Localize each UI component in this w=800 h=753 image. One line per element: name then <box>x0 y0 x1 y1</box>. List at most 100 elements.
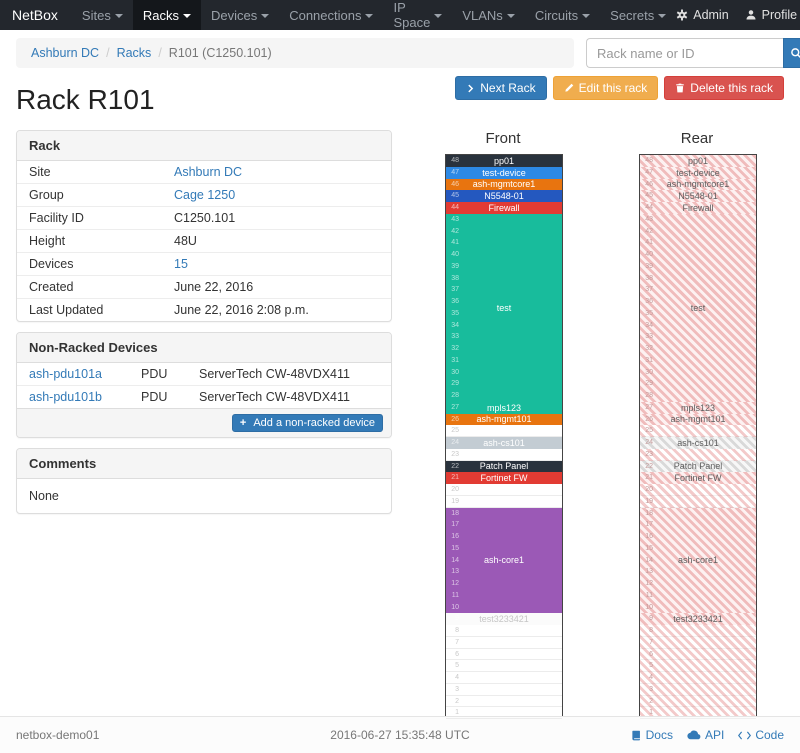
field-value: June 22, 2016 <box>174 280 254 294</box>
rack-device-n5548-01[interactable]: N5548-01 <box>640 190 756 202</box>
footer-api-link[interactable]: API <box>687 728 724 742</box>
breadcrumb-item[interactable]: Racks <box>116 46 152 60</box>
nav-admin[interactable]: Admin <box>676 8 729 22</box>
search-button[interactable] <box>783 38 800 68</box>
rack-device-test-device[interactable]: test-device <box>446 166 562 179</box>
add-nonracked-device-button[interactable]: + Add a non-racked device <box>231 414 383 432</box>
unit-number: 28 <box>451 392 459 399</box>
unit-number: 13 <box>451 568 459 576</box>
rack-device-test3233421[interactable]: test3233421 <box>640 613 756 625</box>
field-value: C1250.101 <box>174 211 236 225</box>
front-rack-title: Front <box>485 130 521 147</box>
nav-profile[interactable]: Profile <box>745 8 797 22</box>
rack-device-ash-cs101[interactable]: ash-cs101 <box>640 437 756 449</box>
rack-device-ash-core1[interactable]: ash-core1 <box>640 507 756 614</box>
rack-info-row: Height 48U <box>17 230 391 253</box>
rack-unit-19 <box>640 496 756 508</box>
unit-number: 5 <box>649 662 653 670</box>
nav-item-devices[interactable]: Devices <box>201 0 279 30</box>
breadcrumb-row: Ashburn DC / Racks / R101 (C1250.101) <box>16 38 800 68</box>
unit-number: 4 <box>649 674 653 681</box>
rack-device-mpls123[interactable]: mpls123 <box>640 401 756 414</box>
unit-number: 10 <box>451 603 459 611</box>
unit-number: 2 <box>649 697 653 705</box>
rack-device-fortinet-fw[interactable]: Fortinet FW <box>640 472 756 484</box>
unit-number: 46 <box>645 180 653 188</box>
nonracked-panel-footer: + Add a non-racked device <box>17 408 391 437</box>
footer-docs-link[interactable]: Docs <box>631 728 673 742</box>
edit-rack-button[interactable]: Edit this rack <box>552 76 659 100</box>
navbar: NetBox Sites Racks Devices Connections IP Sp… <box>0 0 800 30</box>
device-type: ServerTech CW-48VDX411 <box>199 367 350 381</box>
rack-device-mpls123[interactable]: mpls123 <box>446 401 562 414</box>
next-rack-button[interactable]: Next Rack <box>455 76 547 100</box>
rack-device-test[interactable]: test <box>446 213 562 402</box>
unit-number: 35 <box>451 309 459 317</box>
rack-unit-5 <box>446 660 562 672</box>
unit-number: 31 <box>451 356 459 364</box>
unit-number: 19 <box>645 497 653 505</box>
rack-device-patch-panel[interactable]: Patch Panel <box>640 460 756 473</box>
breadcrumb-separator: / <box>158 46 162 60</box>
rack-unit-19 <box>446 496 562 508</box>
rack-device-test3233421[interactable]: test3233421 <box>446 613 562 625</box>
device-role: PDU <box>141 367 168 381</box>
field-value[interactable]: Ashburn DC <box>174 165 243 179</box>
unit-number: 1 <box>649 709 653 717</box>
nav-item-label: Racks <box>142 7 179 23</box>
footer-links: Docs API Code <box>584 728 784 742</box>
unit-number: 12 <box>645 580 653 587</box>
rack-device-patch-panel[interactable]: Patch Panel <box>446 460 562 473</box>
brand-logo[interactable]: NetBox <box>12 7 58 23</box>
field-value[interactable]: 15 <box>174 257 188 271</box>
footer-timestamp: 2016-06-27 15:35:48 UTC <box>330 728 470 742</box>
device-link[interactable]: ash-pdu101b <box>29 390 102 404</box>
device-role: PDU <box>141 390 168 404</box>
rack-device-firewall[interactable]: Firewall <box>640 202 756 214</box>
caret-down-icon <box>658 14 667 18</box>
unit-number: 38 <box>645 274 653 282</box>
field-value[interactable]: Cage 1250 <box>174 188 236 202</box>
rack-actions: Next Rack Edit this rack Delete this rac… <box>16 76 784 100</box>
pencil-icon <box>564 83 573 92</box>
delete-rack-button[interactable]: Delete this rack <box>664 76 784 100</box>
unit-number: 14 <box>645 556 653 564</box>
rack-device-ash-mgmtcore1[interactable]: ash-mgmtcore1 <box>640 178 756 191</box>
nav-item-ip-space[interactable]: IP Space <box>383 0 452 30</box>
rack-device-test-device[interactable]: test-device <box>640 166 756 179</box>
unit-number: 15 <box>645 544 653 552</box>
nav-item-connections[interactable]: Connections <box>279 0 383 30</box>
rear-rack-column: Rear pp01 test-device ash-mgmtcore1 N5548-0… <box>639 130 757 720</box>
rack-unit-5 <box>640 660 756 672</box>
rack-search <box>586 38 800 68</box>
device-link[interactable]: ash-pdu101a <box>29 367 102 381</box>
trash-icon <box>676 83 685 93</box>
nav-item-secrets[interactable]: Secrets <box>600 0 676 30</box>
rack-device-ash-mgmt101[interactable]: ash-mgmt101 <box>446 413 562 426</box>
unit-number: 39 <box>645 262 653 270</box>
footer-api-label: API <box>704 728 725 742</box>
rack-unit-4 <box>640 672 756 684</box>
footer-code-link[interactable]: Code <box>738 728 784 742</box>
rack-device-firewall[interactable]: Firewall <box>446 202 562 214</box>
rack-device-ash-cs101[interactable]: ash-cs101 <box>446 437 562 449</box>
unit-number: 27 <box>645 403 653 411</box>
rack-device-fortinet-fw[interactable]: Fortinet FW <box>446 472 562 484</box>
unit-number: 41 <box>645 239 653 247</box>
rack-device-ash-mgmt101[interactable]: ash-mgmt101 <box>640 413 756 426</box>
search-input[interactable] <box>586 38 783 68</box>
breadcrumb-item[interactable]: Ashburn DC <box>31 46 100 60</box>
rack-device-ash-core1[interactable]: ash-core1 <box>446 507 562 614</box>
nav-item-vlans[interactable]: VLANs <box>452 0 524 30</box>
nav-item-circuits[interactable]: Circuits <box>525 0 600 30</box>
rack-device-test[interactable]: test <box>640 213 756 402</box>
rack-device-ash-mgmtcore1[interactable]: ash-mgmtcore1 <box>446 178 562 191</box>
nav-item-sites[interactable]: Sites <box>72 0 133 30</box>
rack-device-pp01[interactable]: pp01 <box>640 155 756 167</box>
rack-unit-2 <box>446 696 562 708</box>
unit-number: 40 <box>451 251 459 258</box>
field-label: Last Updated <box>29 303 104 317</box>
rack-device-pp01[interactable]: pp01 <box>446 155 562 167</box>
rack-device-n5548-01[interactable]: N5548-01 <box>446 190 562 202</box>
nav-item-racks[interactable]: Racks <box>132 0 201 30</box>
